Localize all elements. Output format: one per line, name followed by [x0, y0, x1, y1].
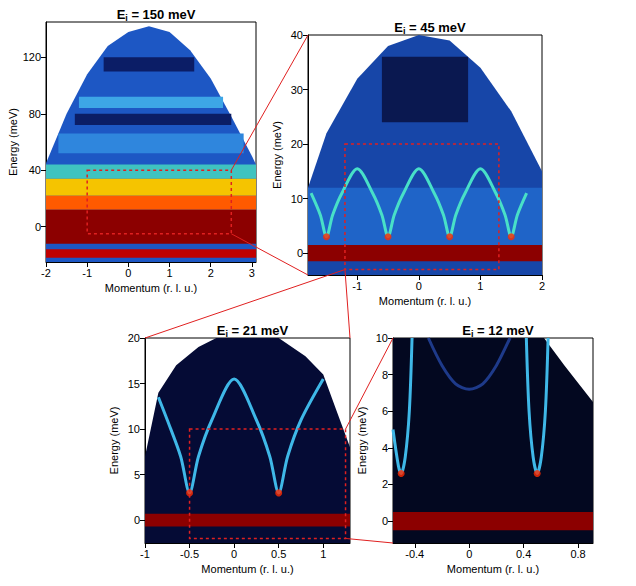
svg-text:10: 10 [291, 193, 303, 205]
svg-text:20: 20 [128, 332, 140, 344]
svg-text:= 21 meV: = 21 meV [228, 323, 289, 338]
svg-text:-0.4: -0.4 [405, 548, 424, 560]
svg-text:0: 0 [416, 280, 422, 292]
svg-text:= 150 meV: = 150 meV [128, 7, 196, 22]
svg-text:-1: -1 [82, 267, 92, 279]
svg-text:3: 3 [249, 267, 255, 279]
svg-text:0: 0 [382, 515, 388, 527]
svg-text:120: 120 [23, 51, 41, 63]
svg-text:i: i [402, 25, 406, 36]
svg-text:1: 1 [477, 280, 483, 292]
svg-text:Momentum (r. l. u.): Momentum (r. l. u.) [201, 563, 293, 575]
svg-text:E: E [117, 7, 126, 22]
svg-text:-0.5: -0.5 [180, 548, 199, 560]
svg-text:40: 40 [291, 29, 303, 41]
svg-text:= 45 meV: = 45 meV [405, 20, 466, 35]
svg-text:E: E [394, 20, 403, 35]
svg-text:40: 40 [29, 164, 41, 176]
svg-text:10: 10 [376, 332, 388, 344]
svg-text:i: i [125, 12, 128, 23]
svg-text:Energy (meV): Energy (meV) [108, 407, 120, 475]
svg-text:-1: -1 [140, 548, 150, 560]
svg-text:Energy (meV): Energy (meV) [356, 407, 368, 475]
svg-text:E: E [462, 323, 471, 338]
svg-text:2: 2 [382, 478, 388, 490]
svg-text:1: 1 [166, 267, 172, 279]
svg-text:0: 0 [297, 247, 303, 259]
svg-text:i: i [225, 328, 228, 339]
svg-text:2: 2 [208, 267, 214, 279]
svg-text:10: 10 [128, 423, 140, 435]
svg-text:6: 6 [382, 405, 388, 417]
svg-text:0.8: 0.8 [570, 548, 585, 560]
svg-text:0: 0 [125, 267, 131, 279]
svg-text:8: 8 [382, 369, 388, 381]
svg-text:0: 0 [466, 548, 472, 560]
svg-text:1: 1 [320, 548, 326, 560]
svg-text:0.4: 0.4 [516, 548, 531, 560]
svg-text:5: 5 [134, 469, 140, 481]
svg-text:15: 15 [128, 378, 140, 390]
svg-text:0: 0 [231, 548, 237, 560]
svg-text:80: 80 [29, 108, 41, 120]
svg-text:Momentum (r. l. u.): Momentum (r. l. u.) [447, 563, 539, 575]
svg-text:0.5: 0.5 [271, 548, 286, 560]
svg-text:Energy (meV): Energy (meV) [7, 108, 19, 176]
svg-text:20: 20 [291, 138, 303, 150]
svg-text:= 12 meV: = 12 meV [473, 323, 534, 338]
svg-text:i: i [470, 328, 474, 339]
svg-text:Momentum (r. l. u.): Momentum (r. l. u.) [105, 282, 197, 294]
svg-text:2: 2 [539, 280, 545, 292]
svg-text:-1: -1 [352, 280, 362, 292]
svg-text:0: 0 [35, 221, 41, 233]
svg-text:E: E [217, 323, 226, 338]
svg-text:Momentum (r. l. u.): Momentum (r. l. u.) [379, 295, 471, 307]
svg-text:Energy (meV): Energy (meV) [271, 121, 283, 189]
svg-text:0: 0 [134, 514, 140, 526]
svg-text:-2: -2 [41, 267, 51, 279]
svg-text:4: 4 [382, 442, 388, 454]
svg-text:30: 30 [291, 84, 303, 96]
